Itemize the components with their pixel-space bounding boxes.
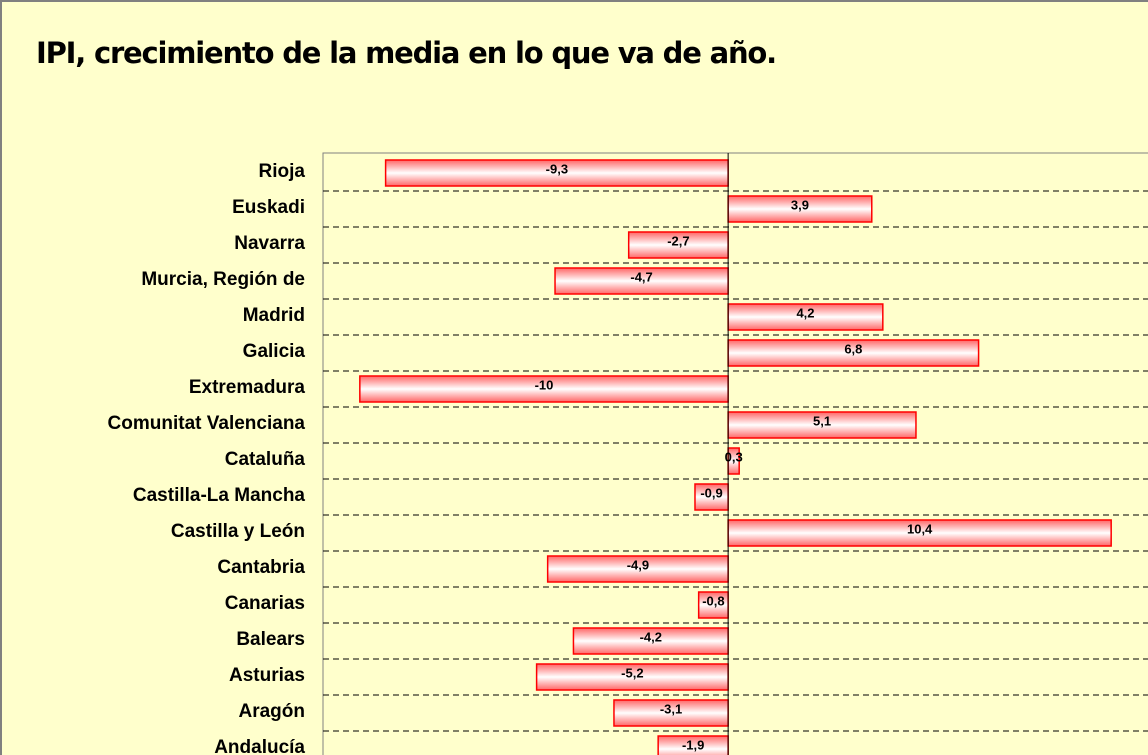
value-label: -0,8 — [702, 593, 724, 608]
value-label: -4,2 — [640, 629, 662, 644]
value-label: -4,9 — [627, 557, 649, 572]
category-label: Madrid — [243, 305, 305, 326]
value-label: 10,4 — [907, 521, 933, 536]
value-label: 4,2 — [796, 305, 814, 320]
value-label: 3,9 — [791, 197, 809, 212]
category-label: Aragón — [239, 701, 306, 722]
category-label: Canarias — [225, 593, 305, 614]
value-label: -0,9 — [700, 485, 722, 500]
bar — [554, 267, 729, 295]
bar — [727, 339, 980, 367]
bar — [727, 303, 884, 331]
bar — [694, 483, 729, 511]
category-label: Euskadi — [232, 197, 305, 218]
category-label: Galicia — [243, 341, 306, 362]
bar — [572, 627, 729, 655]
value-label: -5,2 — [621, 665, 643, 680]
category-label: Asturias — [229, 665, 305, 686]
category-label: Navarra — [234, 233, 305, 254]
value-label: 0,3 — [725, 449, 743, 464]
bar — [535, 663, 729, 691]
category-label: Andalucía — [214, 737, 305, 755]
bar — [727, 411, 917, 439]
value-label: -1,9 — [682, 737, 704, 752]
chart-title: IPI, crecimiento de la media en lo que v… — [36, 36, 776, 70]
category-label: Cantabria — [217, 557, 305, 578]
value-label: -4,7 — [630, 269, 652, 284]
category-label: Castilla y León — [171, 521, 305, 542]
category-label: Extremadura — [189, 377, 306, 398]
category-label: Cataluña — [225, 449, 306, 470]
category-label: Rioja — [259, 161, 306, 182]
value-label: 5,1 — [813, 413, 831, 428]
value-label: -10 — [535, 377, 554, 392]
value-label: -3,1 — [660, 701, 682, 716]
category-label: Balears — [236, 629, 305, 650]
bar — [384, 159, 729, 187]
category-label: Comunitat Valenciana — [108, 413, 306, 434]
value-label: -2,7 — [667, 233, 689, 248]
category-label: Castilla-La Mancha — [133, 485, 306, 506]
value-label: 6,8 — [844, 341, 862, 356]
bar — [727, 519, 1112, 547]
bar — [613, 699, 729, 727]
category-label: Murcia, Región de — [141, 269, 305, 290]
value-label: -9,3 — [546, 161, 568, 176]
